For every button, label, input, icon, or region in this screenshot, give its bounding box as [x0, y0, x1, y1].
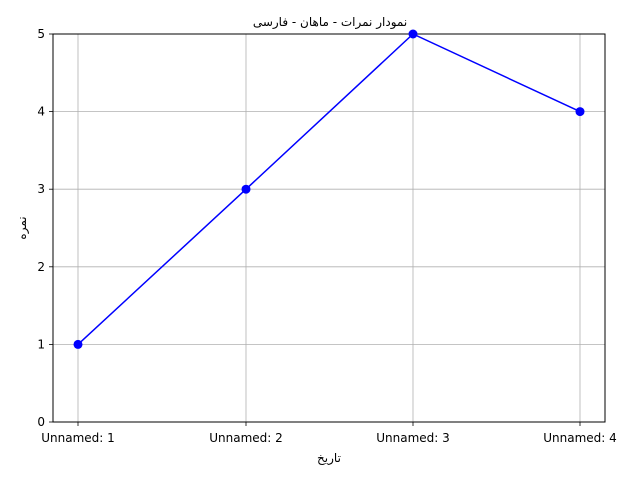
- x-tick-label: Unnamed: 4: [543, 431, 617, 445]
- data-point-marker: [73, 339, 83, 349]
- series-line: [77, 33, 581, 345]
- grid-layer: [53, 33, 605, 423]
- y-tick-label: 5: [37, 27, 45, 41]
- y-tick-label: 1: [37, 337, 45, 351]
- y-tick-label: 4: [37, 105, 45, 119]
- x-axis-label: تاریخ: [317, 451, 341, 466]
- y-tick-label: 0: [37, 415, 45, 429]
- data-point-marker: [241, 184, 251, 194]
- series-layer: [73, 29, 585, 349]
- y-axis-ticks: 0 1 2 3 4 5: [37, 27, 53, 429]
- chart-title: نمودار نمرات - ماهان - فارسی: [253, 15, 407, 30]
- x-tick-label: Unnamed: 2: [209, 431, 283, 445]
- x-tick-label: Unnamed: 3: [376, 431, 450, 445]
- x-axis-ticks: Unnamed: 1 Unnamed: 2 Unnamed: 3 Unnamed: 4: [41, 422, 617, 445]
- y-tick-label: 2: [37, 260, 45, 274]
- y-tick-label: 3: [37, 182, 45, 196]
- plot-area-frame: [52, 33, 606, 423]
- data-point-marker: [575, 107, 585, 117]
- data-point-marker: [408, 29, 418, 39]
- y-axis-label: نمره: [15, 216, 30, 239]
- x-tick-label: Unnamed: 1: [41, 431, 115, 445]
